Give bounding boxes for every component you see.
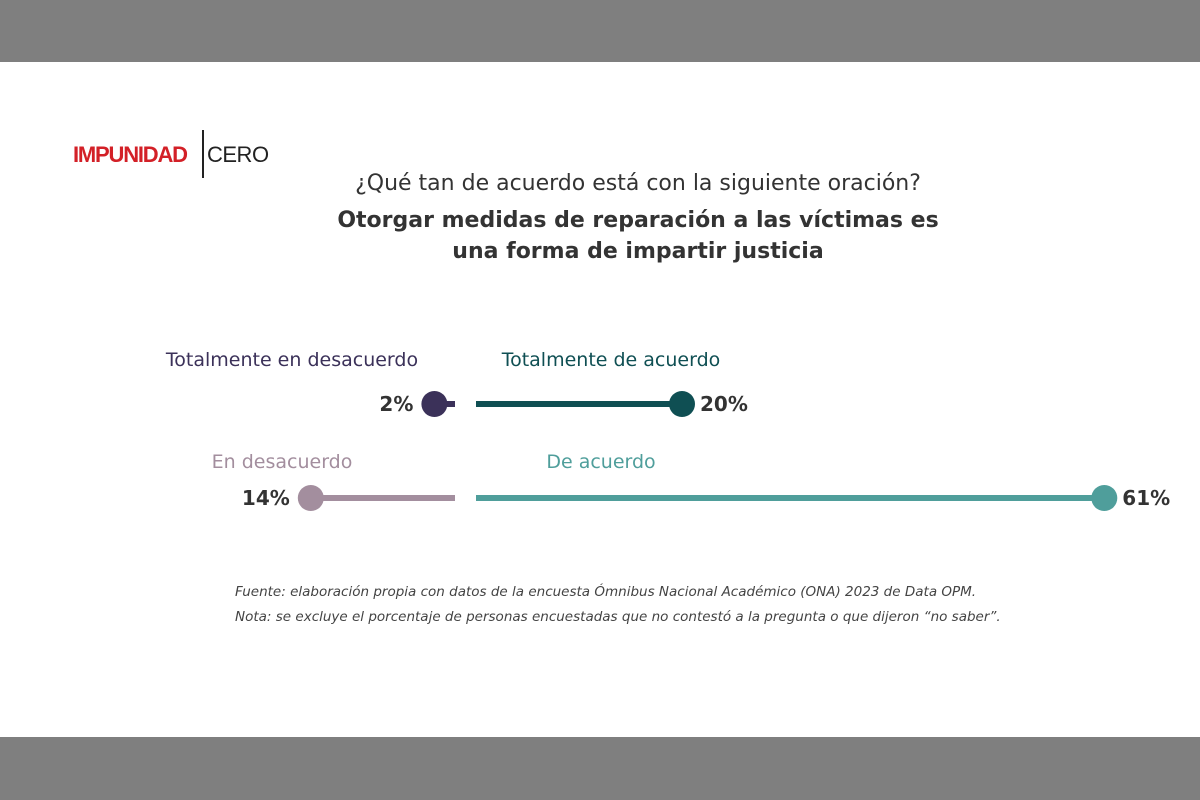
value-label-de-acuerdo: 61% [1122,486,1170,510]
dot-totalmente-de-acuerdo [669,391,695,417]
source-note: Fuente: elaboración propia con datos de … [235,584,977,600]
value-label-en-desacuerdo: 14% [242,486,290,510]
value-label-totalmente-en-desacuerdo: 2% [379,392,413,416]
top-gray-band [0,0,1200,62]
logo-text-impunidad: IMPUNIDAD [73,142,188,167]
category-label-totalmente-de-acuerdo: Totalmente de acuerdo [501,349,721,371]
statement-line-1: Otorgar medidas de reparación a las víct… [337,208,939,233]
dot-totalmente-en-desacuerdo [421,391,448,417]
exclusion-note: Nota: se excluye el porcentaje de person… [235,609,1001,625]
category-label-totalmente-en-desacuerdo: Totalmente en desacuerdo [165,349,418,371]
logo-text-cero: CERO [207,142,269,167]
survey-question: ¿Qué tan de acuerdo está con la siguient… [355,171,921,196]
chart-notes: Fuente: elaboración propia con datos de … [235,580,1135,630]
dot-en-desacuerdo [297,485,324,511]
logo-divider [202,130,204,178]
category-label-en-desacuerdo: En desacuerdo [212,451,353,473]
bottom-gray-band [0,737,1200,800]
statement-line-2: una forma de impartir justicia [452,239,824,264]
dot-de-acuerdo [1091,485,1118,511]
survey-statement: Otorgar medidas de reparación a las víct… [0,205,1200,267]
category-label-de-acuerdo: De acuerdo [546,451,655,473]
value-label-totalmente-de-acuerdo: 20% [700,392,748,416]
